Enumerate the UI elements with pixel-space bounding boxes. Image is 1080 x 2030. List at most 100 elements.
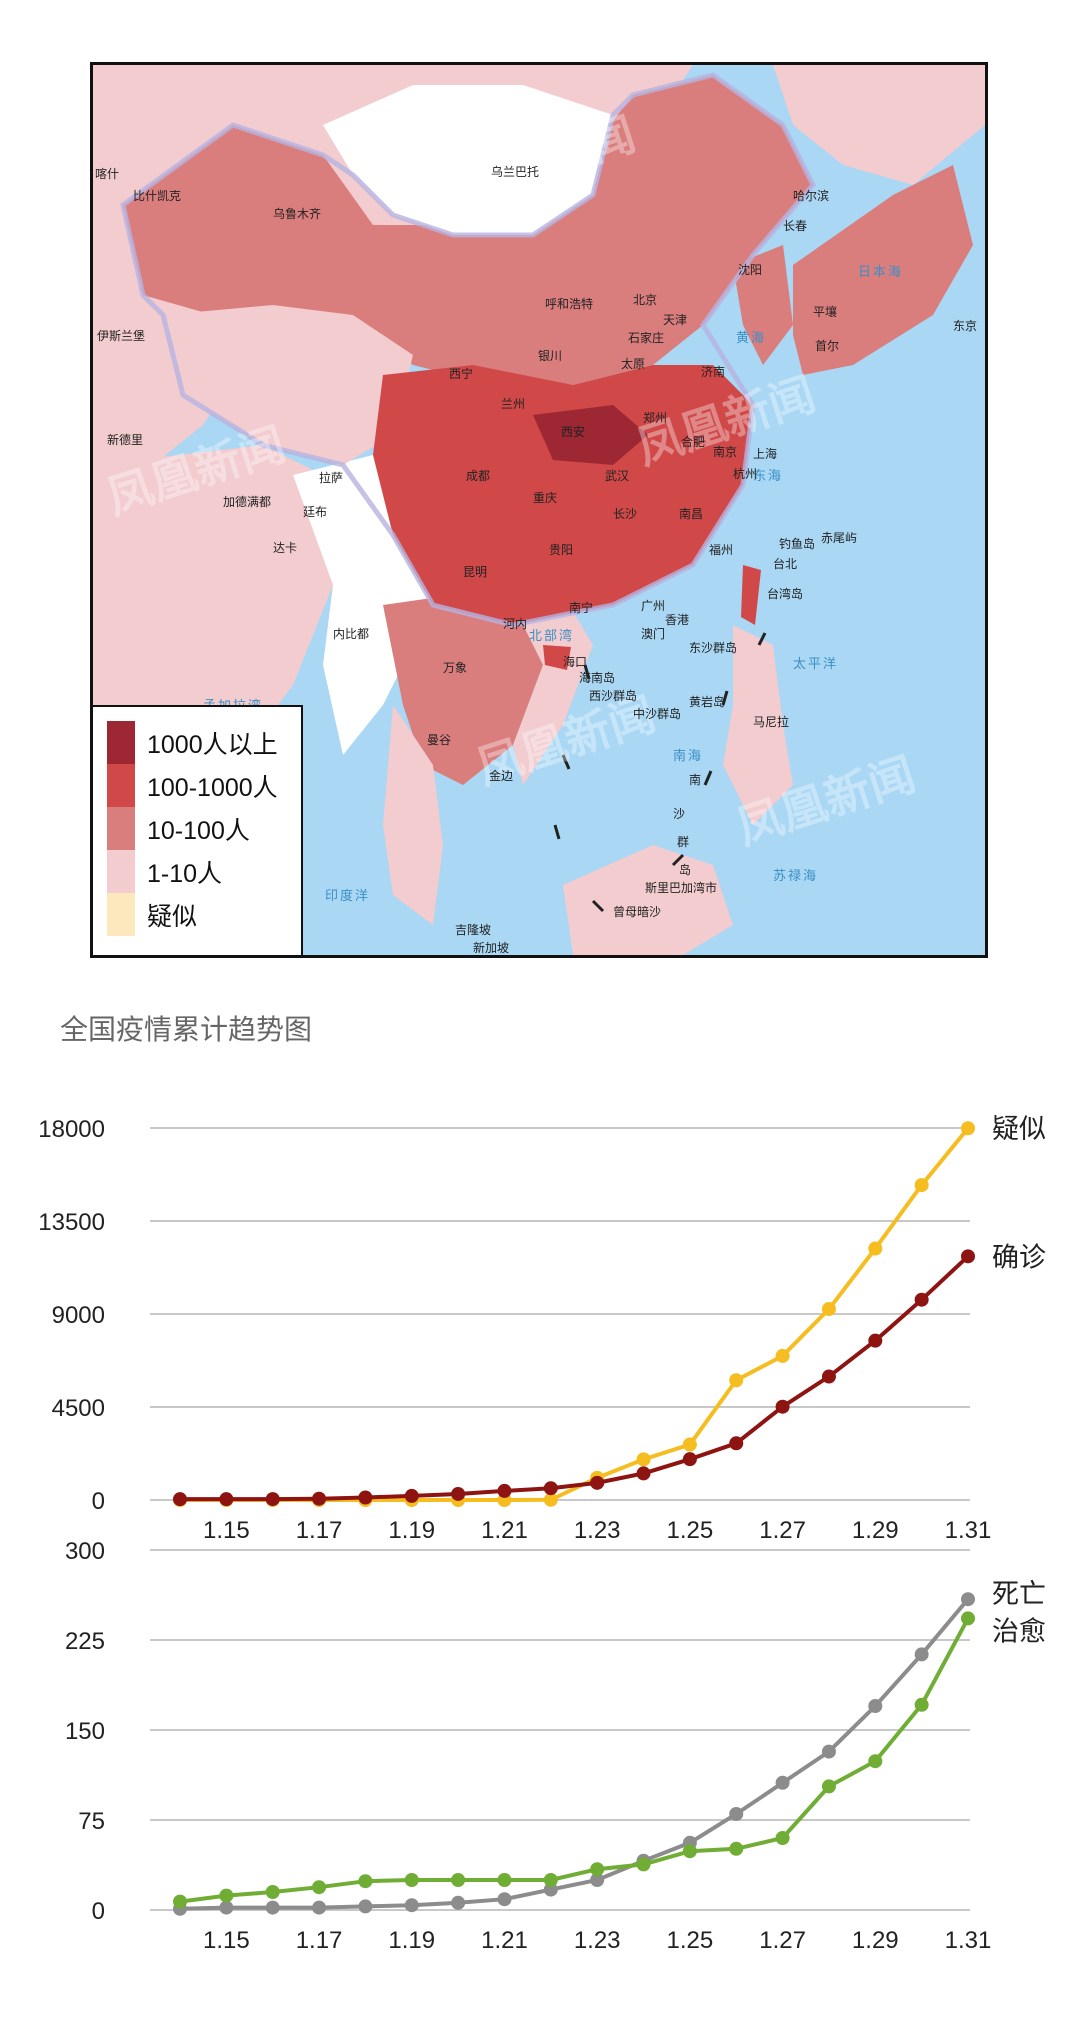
data-point [404,1488,419,1503]
sea-label: 日本海 [858,265,904,280]
data-point [868,1241,883,1256]
data-point [265,1885,280,1899]
data-point [821,1302,836,1317]
city-label: 福州 [709,543,734,557]
data-point [219,1492,234,1507]
city-label: 西沙群岛 [589,689,638,703]
series-line [180,1254,970,1502]
city-label: 黄岩岛 [689,695,726,709]
land-taiwan [741,565,761,625]
legend-label: 1-10人 [147,859,223,888]
city-label: 合肥 [681,435,706,449]
city-label: 东沙群岛 [689,641,738,655]
data-point [961,1611,975,1626]
city-label: 赤尾屿 [821,531,858,545]
city-label: 香港 [665,613,690,627]
data-point [775,1775,790,1790]
data-point [265,1900,280,1915]
legend-row: 1000人以上 [107,721,301,764]
land-indochina [383,585,543,785]
city-label: 海南岛 [579,671,616,685]
data-point [729,1373,744,1388]
data-point [497,1892,512,1907]
legend-swatch [107,850,135,893]
x-tick-label: 1.19 [388,1927,435,1954]
data-point [914,1647,929,1662]
city-label: 台湾岛 [767,587,804,601]
city-label: 岛 [679,863,692,877]
data-point [590,1862,605,1877]
city-label: 南京 [713,445,738,459]
epidemic-map: 凤凰新闻 凤凰新闻 凤凰新闻 凤凰新闻 凤凰新闻 黄海 日本海 东海 南海 太平… [90,62,988,958]
data-point [682,1437,697,1452]
x-tick-label: 1.27 [759,1517,806,1544]
city-label: 吉隆坡 [455,923,492,937]
data-point [358,1899,373,1914]
city-label: 西宁 [449,367,474,381]
city-label: 南昌 [679,507,704,521]
data-point [219,1888,234,1903]
data-point [543,1492,558,1507]
city-label: 曼谷 [427,733,452,747]
legend-row: 1-10人 [107,850,301,893]
data-point [451,1895,466,1910]
x-tick-label: 1.21 [481,1517,528,1544]
series-name-label: 死亡 [992,1579,1046,1610]
x-tick-label: 1.29 [852,1927,899,1954]
city-label: 内比都 [333,627,370,641]
data-point [636,1452,651,1467]
city-label: 金边 [489,769,514,783]
data-point [543,1481,558,1496]
city-label: 钓鱼岛 [779,537,816,551]
data-point [729,1807,744,1821]
city-label: 拉萨 [319,471,344,485]
city-label: 银川 [538,349,563,363]
y-tick-label: 18000 [38,1116,105,1143]
city-label: 西安 [561,425,586,439]
y-tick-label: 0 [92,1488,105,1515]
city-label: 长春 [783,219,808,233]
city-label: 杭州 [733,467,758,481]
data-point [868,1699,883,1713]
sea-label: 北部湾 [529,629,575,644]
city-label: 乌鲁木齐 [273,207,322,221]
city-label: 呼和浩特 [545,297,594,311]
data-point [358,1874,373,1889]
city-label: 昆明 [463,565,488,579]
city-label: 乌兰巴托 [491,165,540,179]
city-label: 新加坡 [473,941,510,955]
series-name-label: 疑似 [992,1114,1046,1145]
x-tick-label: 1.25 [667,1517,714,1544]
data-point [497,1483,512,1498]
city-label: 成都 [466,469,491,483]
legend-swatch [107,807,135,850]
y-tick-label: 0 [92,1898,105,1925]
city-label: 中沙群岛 [633,707,682,721]
data-point [358,1490,373,1505]
land-korea [733,245,793,365]
data-point [451,1486,466,1501]
legend-swatch [107,764,135,807]
legend-row: 疑似 [107,893,301,936]
sea-label: 太平洋 [793,657,839,672]
city-label: 廷布 [303,505,328,519]
legend-swatch [107,893,135,936]
city-label: 澳门 [641,627,666,641]
y-tick-label: 4500 [52,1395,105,1422]
city-label: 曾母暗沙 [613,905,662,919]
data-point [961,1592,975,1607]
city-label: 群 [677,835,690,849]
land-russia-east [773,65,985,185]
sea-label: 南海 [673,749,704,764]
sea-label: 东海 [753,469,784,484]
legend-label: 疑似 [147,902,198,931]
y-tick-label: 13500 [38,1209,105,1236]
data-point [729,1841,744,1856]
city-label: 首尔 [815,339,840,353]
city-label: 新德里 [107,433,144,447]
city-label: 长沙 [613,507,638,521]
city-label: 重庆 [533,491,558,505]
nine-dash-line [553,632,767,913]
city-label: 南 [689,773,702,787]
legend-swatch [107,721,135,764]
